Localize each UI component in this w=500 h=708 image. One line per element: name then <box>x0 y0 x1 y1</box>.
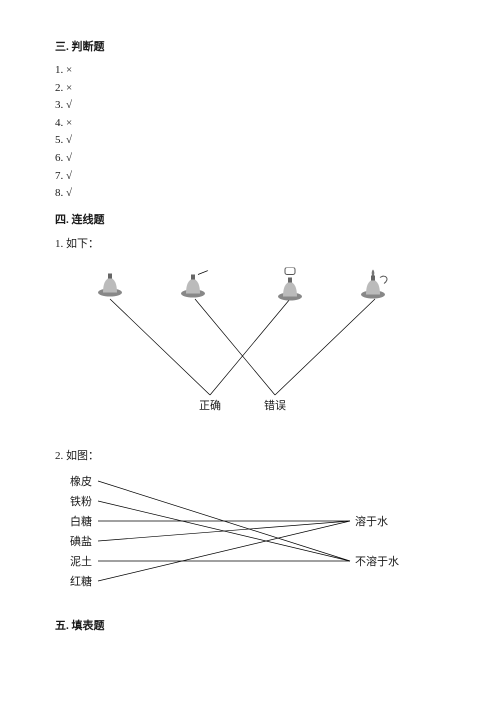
tf-item: 8. √ <box>55 185 450 203</box>
tf-mark: × <box>66 64 72 76</box>
alcohol-lamp-icon <box>178 270 212 303</box>
true-false-list: 1. × 2. × 3. √ 4. × 5. √ 6. √ 7. √ 8. √ <box>55 62 450 203</box>
tf-item: 1. × <box>55 62 450 80</box>
q1-label-correct: 正确 <box>199 397 221 413</box>
tf-item: 5. √ <box>55 132 450 150</box>
q1-diagram: 正确 错误 <box>50 257 430 417</box>
tf-mark: √ <box>66 170 72 182</box>
q2-right-item: 不溶于水 <box>355 553 399 569</box>
tf-num: 6. <box>55 152 63 164</box>
tf-num: 7. <box>55 170 63 182</box>
q2-left-item: 铁粉 <box>70 493 92 509</box>
q2-left-item: 泥土 <box>70 553 92 569</box>
tf-num: 1. <box>55 64 63 76</box>
alcohol-lamp-icon <box>275 267 305 306</box>
q2-left-item: 白糖 <box>70 513 92 529</box>
tf-num: 4. <box>55 117 63 129</box>
tf-item: 7. √ <box>55 168 450 186</box>
tf-num: 8. <box>55 187 63 199</box>
tf-mark: √ <box>66 99 72 111</box>
alcohol-lamp-icon <box>358 269 392 304</box>
tf-num: 3. <box>55 99 63 111</box>
q2-prompt: 2. 如图： <box>55 447 450 463</box>
q2-left-item: 红糖 <box>70 573 92 589</box>
tf-mark: √ <box>66 152 72 164</box>
alcohol-lamp-icon <box>95 271 125 302</box>
tf-num: 5. <box>55 134 63 146</box>
tf-item: 2. × <box>55 80 450 98</box>
tf-mark: × <box>66 117 72 129</box>
section-3-title: 三. 判断题 <box>55 38 450 54</box>
section-5-title: 五. 填表题 <box>55 617 450 633</box>
tf-mark: × <box>66 82 72 94</box>
tf-item: 4. × <box>55 115 450 133</box>
tf-num: 2. <box>55 82 63 94</box>
section-4-title: 四. 连线题 <box>55 211 450 227</box>
q2-left-item: 橡皮 <box>70 473 92 489</box>
tf-item: 6. √ <box>55 150 450 168</box>
q2-left-item: 碘盐 <box>70 533 92 549</box>
tf-mark: √ <box>66 187 72 199</box>
tf-item: 3. √ <box>55 97 450 115</box>
worksheet-page: 三. 判断题 1. × 2. × 3. √ 4. × 5. √ 6. √ 7. … <box>0 0 500 708</box>
q2-diagram: 橡皮 铁粉 白糖 碘盐 泥土 红糖 溶于水 不溶于水 <box>50 469 440 599</box>
q2-lines <box>50 469 440 599</box>
q1-prompt: 1. 如下： <box>55 235 450 251</box>
tf-mark: √ <box>66 134 72 146</box>
q2-right-item: 溶于水 <box>355 513 388 529</box>
q1-label-wrong: 错误 <box>264 397 286 413</box>
